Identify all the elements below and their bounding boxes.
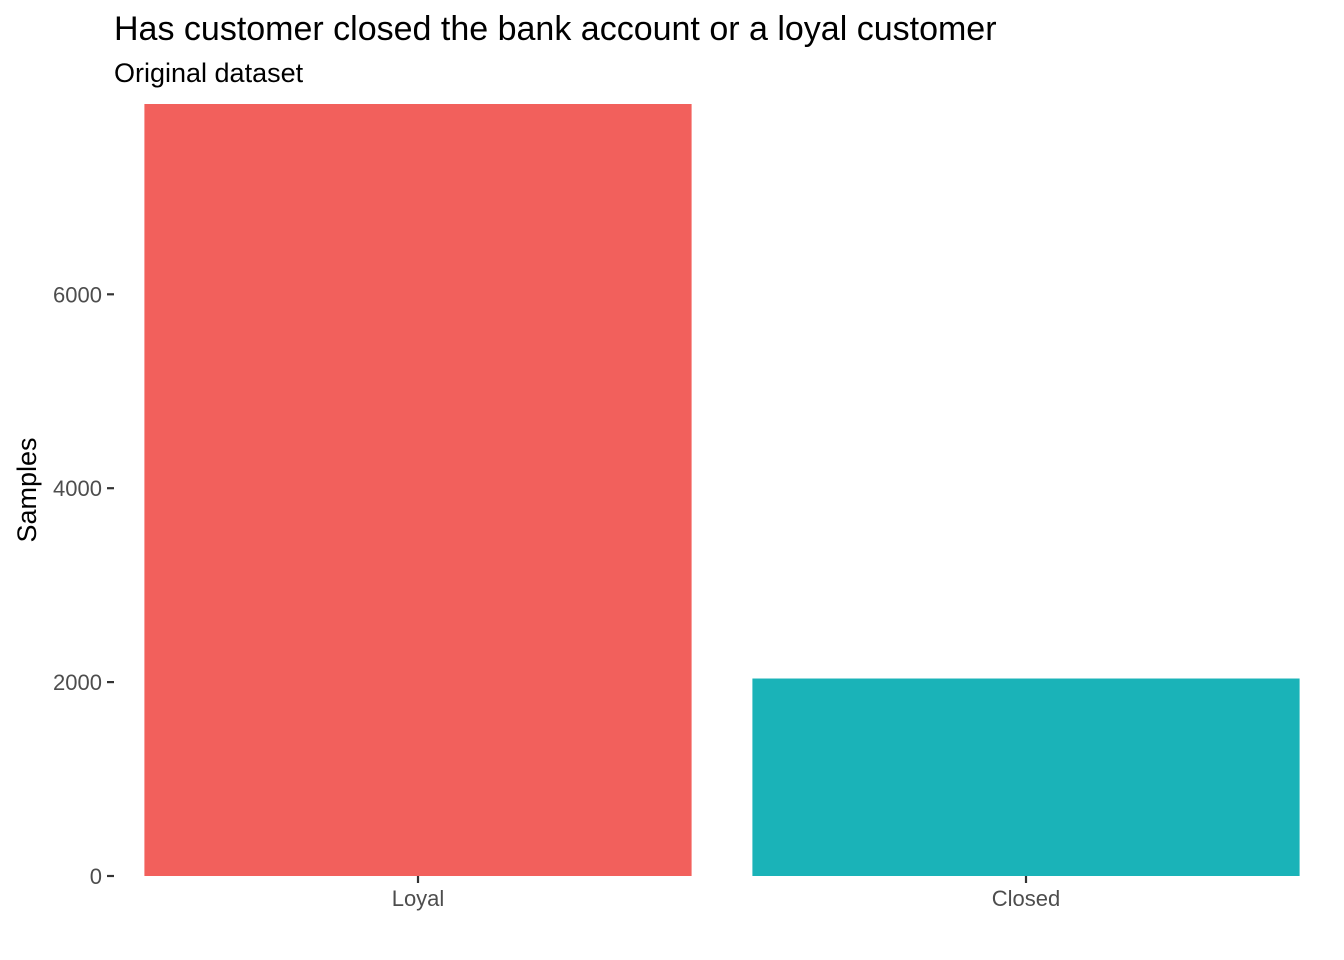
x-axis: Loyal Closed	[392, 876, 1060, 911]
bar-closed	[752, 678, 1300, 876]
y-tick-label: 6000	[53, 282, 102, 307]
chart-subtitle: Original dataset	[114, 58, 304, 88]
bar-loyal	[144, 104, 692, 876]
y-axis: 0 2000 4000 6000	[53, 282, 114, 889]
y-tick-label: 2000	[53, 670, 102, 695]
bars-group	[144, 104, 1300, 876]
y-axis-title: Samples	[12, 437, 42, 542]
chart-title: Has customer closed the bank account or …	[114, 10, 997, 48]
x-tick-label: Loyal	[392, 886, 445, 911]
y-tick-label: 4000	[53, 476, 102, 501]
y-tick-label: 0	[90, 864, 102, 889]
x-tick-label: Closed	[992, 886, 1060, 911]
